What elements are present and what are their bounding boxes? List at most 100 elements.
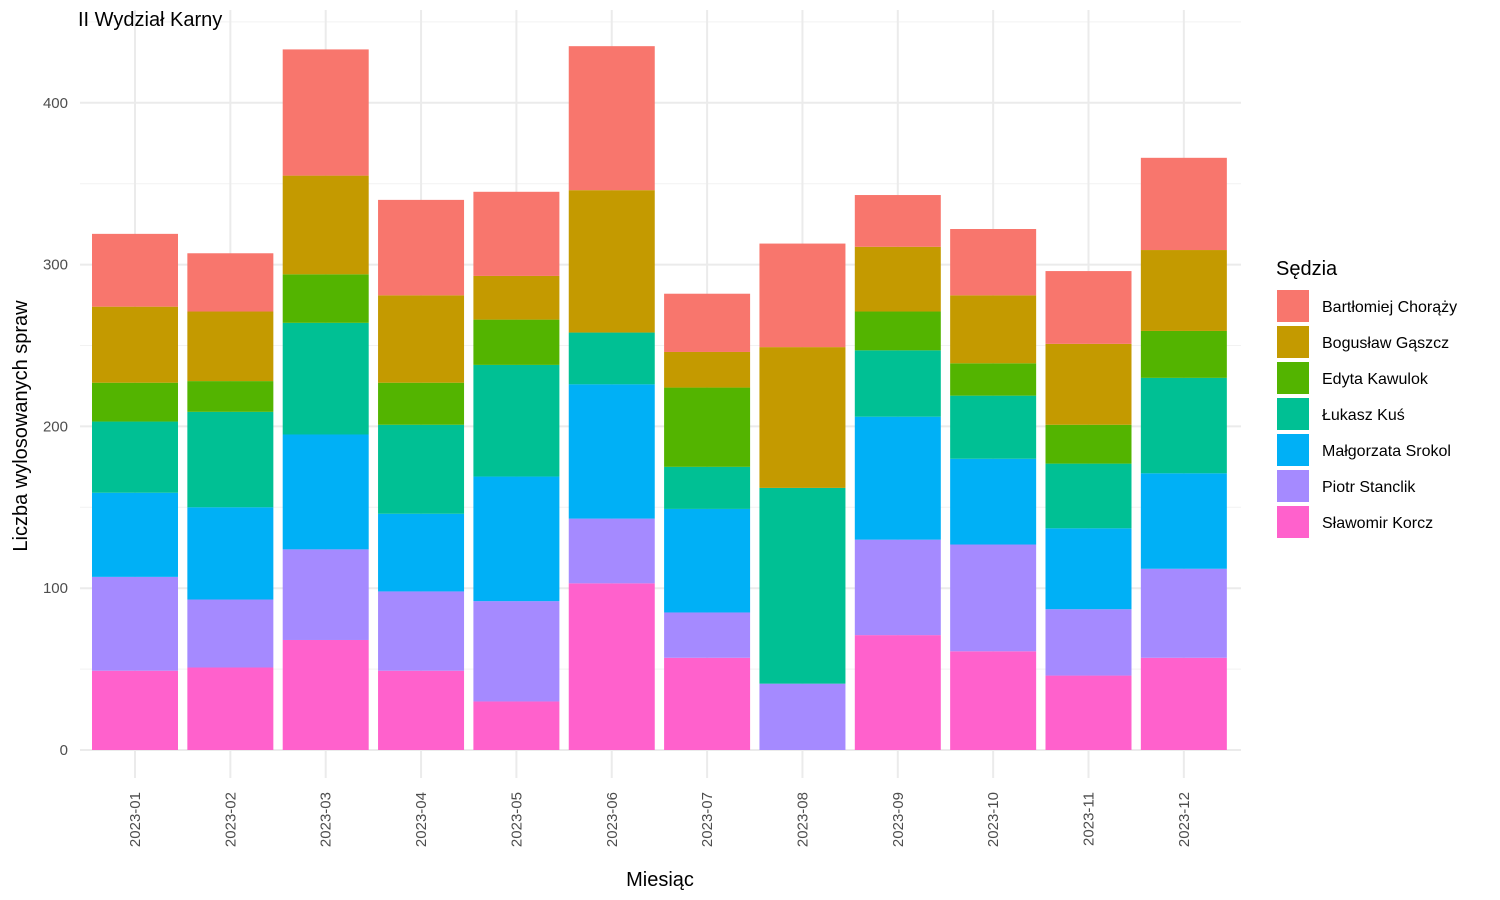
bar-segment [854, 416, 941, 540]
legend-label: Małgorzata Srokol [1322, 443, 1451, 460]
x-tick-label: 2023-10 [985, 792, 1002, 847]
bar-segment [1140, 250, 1227, 331]
bar-segment [92, 492, 178, 577]
legend-label: Edyta Kawulok [1322, 371, 1429, 388]
bar-segment [1140, 657, 1227, 750]
bar-segment [759, 487, 846, 684]
bar-segment [473, 476, 560, 602]
bar-segment [664, 612, 751, 658]
bar-segment [568, 190, 655, 333]
bar-segment [187, 599, 274, 668]
bar-segment [473, 601, 560, 702]
y-tick-label: 100 [43, 580, 68, 597]
legend-swatch [1277, 290, 1309, 322]
bar-segment [282, 549, 369, 640]
y-tick-label: 0 [60, 742, 68, 759]
bar-segment [950, 651, 1037, 750]
bar-segment [568, 518, 655, 584]
bar-segment [473, 191, 560, 276]
x-tick-label: 2023-01 [127, 792, 144, 847]
legend-label: Bartłomiej Chorąży [1322, 299, 1457, 316]
bar-segment [854, 311, 941, 351]
bar-segment [282, 322, 369, 435]
bar-segment [568, 332, 655, 385]
y-tick-label: 300 [43, 257, 68, 274]
bar-segment [378, 382, 465, 425]
x-tick-label: 2023-05 [508, 792, 525, 847]
legend-swatch [1277, 470, 1309, 502]
legend-title: Sędzia [1276, 258, 1338, 280]
bar-segment [759, 347, 846, 488]
bar-segment [92, 382, 178, 422]
bar-segment [473, 701, 560, 750]
bar-segment [473, 275, 560, 320]
bar-segment [1045, 609, 1132, 676]
bar-segment [664, 351, 751, 388]
bar-segment [1045, 463, 1132, 529]
bar-segment [282, 274, 369, 323]
bar-segment [664, 293, 751, 352]
x-tick-label: 2023-06 [604, 792, 621, 847]
y-tick-label: 200 [43, 418, 68, 435]
bar-segment [473, 319, 560, 365]
bar-segment [187, 311, 274, 382]
bar-segment [854, 539, 941, 636]
x-tick-label: 2023-07 [699, 792, 716, 847]
bar-segment [378, 424, 465, 514]
bar-segment [378, 670, 465, 750]
bar-segment [378, 295, 465, 383]
chart-title: II Wydział Karny [78, 9, 222, 31]
bar-segment [282, 434, 369, 550]
bar-segment [950, 395, 1037, 459]
bar-segment [378, 513, 465, 592]
bar-segment [1140, 157, 1227, 251]
x-tick-label: 2023-04 [413, 792, 430, 847]
legend-swatch [1277, 326, 1309, 358]
x-tick-label: 2023-12 [1176, 792, 1193, 847]
legend-label: Piotr Stanclik [1322, 479, 1416, 496]
bar-segment [473, 364, 560, 477]
bar-segment [378, 591, 465, 671]
bar-segment [950, 458, 1037, 545]
bar-segment [950, 295, 1037, 364]
bar-segment [1045, 528, 1132, 610]
bar-segment [92, 576, 178, 671]
legend-label: Sławomir Korcz [1322, 515, 1433, 532]
bar-segment [664, 657, 751, 750]
bar-segment [187, 411, 274, 508]
x-tick-label: 2023-02 [222, 792, 239, 847]
bar-segment [92, 670, 178, 750]
x-axis-ticks: 2023-01 2023-02 2023-03 2023-04 2023-05 2023-… [127, 792, 1193, 847]
y-axis-title: Liczba wylosowanych spraw [10, 300, 32, 552]
x-tick-label: 2023-09 [890, 792, 907, 847]
legend-label: Bogusław Gąszcz [1322, 335, 1449, 352]
bar-segment [950, 544, 1037, 652]
y-axis-ticks: 0 100 200 300 400 [43, 95, 68, 759]
bar-segment [1140, 473, 1227, 569]
bar-segment [854, 635, 941, 750]
x-tick-label: 2023-08 [794, 792, 811, 847]
bar-segment [759, 683, 846, 750]
bar-segment [1140, 330, 1227, 378]
bar-segment [854, 195, 941, 247]
bar-segment [1045, 675, 1132, 750]
bar-segment [568, 583, 655, 750]
bar-segment [92, 233, 178, 307]
bar-segment [854, 350, 941, 417]
bar-segment [854, 246, 941, 312]
bar-segment [282, 639, 369, 750]
legend-swatch [1277, 398, 1309, 430]
bar-segment [378, 199, 465, 296]
bar-segment [1045, 271, 1132, 344]
bar-segment [759, 243, 846, 348]
x-axis-title: Miesiąc [626, 869, 694, 891]
bar-segment [187, 381, 274, 412]
bars [92, 46, 1227, 750]
bar-segment [282, 175, 369, 275]
legend-swatch [1277, 434, 1309, 466]
bar-segment [568, 46, 655, 191]
bar-segment [187, 507, 274, 600]
legend-swatch [1277, 362, 1309, 394]
bar-segment [568, 384, 655, 519]
